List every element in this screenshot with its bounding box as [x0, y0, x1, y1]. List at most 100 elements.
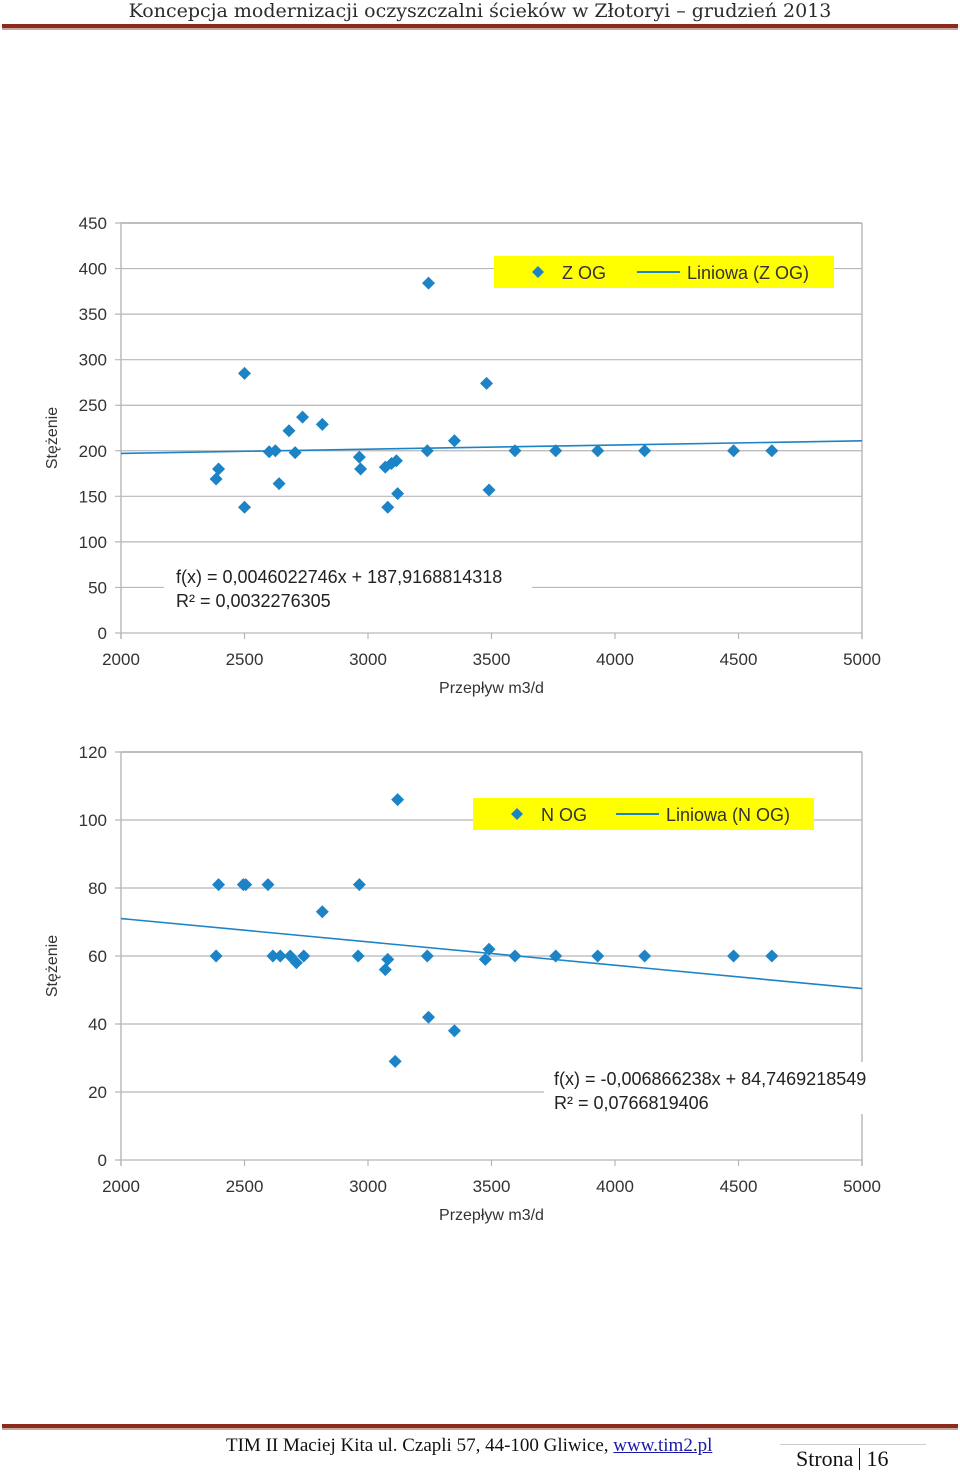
data-point — [391, 793, 405, 807]
data-point — [296, 410, 310, 424]
data-point — [591, 949, 605, 963]
x-tick-label: 4500 — [720, 650, 758, 669]
data-point — [638, 949, 652, 963]
x-tick-label: 3500 — [473, 650, 511, 669]
equation-background — [164, 562, 532, 614]
trendline — [120, 917, 863, 990]
data-point — [381, 500, 395, 514]
y-tick-label: 300 — [79, 351, 107, 370]
y-tick-label: 120 — [79, 743, 107, 762]
data-point — [297, 949, 311, 963]
trendline — [120, 440, 863, 455]
y-tick-label: 60 — [88, 947, 107, 966]
legend-trendline-label: Liniowa (Z OG) — [687, 263, 809, 283]
y-tick-label: 450 — [79, 214, 107, 233]
x-tick-label: 4000 — [596, 650, 634, 669]
data-point — [272, 477, 286, 491]
footer-rule — [2, 1424, 958, 1430]
footer-address: TIM II Maciej Kita ul. Czapli 57, 44-100… — [226, 1435, 712, 1457]
data-point — [727, 444, 741, 458]
data-point — [447, 434, 461, 448]
footer-website-link[interactable]: www.tim2.pl — [613, 1435, 713, 1456]
y-tick-label: 0 — [98, 1151, 107, 1170]
chart-z-og: 0 50 100 150 200 250 300 350 400 450 2000 2500 3000 3… — [44, 214, 881, 697]
y-tick-label: 0 — [98, 624, 107, 643]
y-tick-label: 50 — [88, 578, 107, 597]
data-point — [351, 949, 365, 963]
y-tick-label: 250 — [79, 396, 107, 415]
data-point — [420, 949, 434, 963]
y-tick-label: 20 — [88, 1083, 107, 1102]
data-point — [352, 450, 366, 464]
x-tick-label: 4500 — [720, 1177, 758, 1196]
data-point — [422, 1010, 436, 1024]
page-separator — [859, 1448, 861, 1470]
data-point — [378, 963, 392, 977]
data-point — [478, 952, 492, 966]
chart-n-og: 0 20 40 60 80 100 120 2000 2500 3000 3500 4000 4500 5… — [44, 743, 886, 1224]
data-point — [508, 949, 522, 963]
data-point — [288, 446, 302, 460]
data-point — [239, 878, 253, 892]
page-label: Strona — [796, 1446, 854, 1471]
data-point — [315, 905, 329, 919]
data-point — [389, 454, 403, 468]
data-point — [273, 949, 287, 963]
y-axis-label: Stężenie — [44, 935, 61, 997]
data-point — [391, 487, 405, 501]
data-point — [420, 444, 434, 458]
data-point — [549, 444, 563, 458]
header-rule — [2, 24, 958, 30]
x-tick-label: 2500 — [226, 1177, 264, 1196]
data-point — [261, 878, 275, 892]
page-number-divider — [780, 1444, 926, 1445]
x-tick-label: 3500 — [473, 1177, 511, 1196]
x-tick-label: 4000 — [596, 1177, 634, 1196]
x-tick-label: 5000 — [843, 650, 881, 669]
y-tick-label: 100 — [79, 533, 107, 552]
data-point — [352, 878, 366, 892]
y-tick-label: 80 — [88, 879, 107, 898]
y-tick-label: 200 — [79, 442, 107, 461]
data-point — [480, 376, 494, 390]
data-point — [765, 949, 779, 963]
data-point — [209, 949, 223, 963]
data-point — [212, 462, 226, 476]
data-point — [508, 444, 522, 458]
legend-marker-icon — [511, 808, 523, 820]
trendline-equation: f(x) = -0,006866238x + 84,7469218549 — [554, 1069, 866, 1089]
data-point — [268, 444, 282, 458]
legend-marker-icon — [532, 266, 544, 278]
data-point — [238, 500, 251, 514]
data-point — [482, 942, 496, 956]
data-point — [638, 444, 652, 458]
data-point — [315, 417, 329, 431]
data-point — [482, 483, 496, 497]
data-point — [289, 956, 303, 970]
data-point — [447, 1024, 461, 1038]
trendline-r-squared: R² = 0,0032276305 — [176, 591, 331, 611]
data-point — [388, 1054, 402, 1068]
y-tick-label: 40 — [88, 1015, 107, 1034]
x-axis-label: Przepływ m3/d — [439, 1207, 544, 1224]
data-point — [765, 444, 779, 458]
y-axis-label: Stężenie — [44, 407, 61, 469]
page-number-value: 16 — [866, 1446, 889, 1471]
data-point — [282, 424, 296, 438]
data-point — [266, 949, 280, 963]
x-axis-label: Przepływ m3/d — [439, 680, 544, 697]
data-point — [238, 366, 251, 380]
y-tick-label: 400 — [79, 260, 107, 279]
trendline-equation: f(x) = 0,0046022746x + 187,9168814318 — [176, 567, 502, 587]
y-tick-label: 100 — [79, 811, 107, 830]
x-tick-label: 2000 — [102, 650, 140, 669]
x-tick-label: 2000 — [102, 1177, 140, 1196]
legend-series-label: N OG — [541, 805, 587, 825]
legend-trendline-label: Liniowa (N OG) — [666, 805, 790, 825]
trendline-r-squared: R² = 0,0766819406 — [554, 1093, 709, 1113]
x-tick-label: 3000 — [349, 1177, 387, 1196]
equation-background — [544, 1062, 886, 1114]
data-point — [591, 444, 605, 458]
document-header-title: Koncepcja modernizacji oczyszczalni ście… — [128, 0, 832, 22]
y-tick-label: 350 — [79, 305, 107, 324]
